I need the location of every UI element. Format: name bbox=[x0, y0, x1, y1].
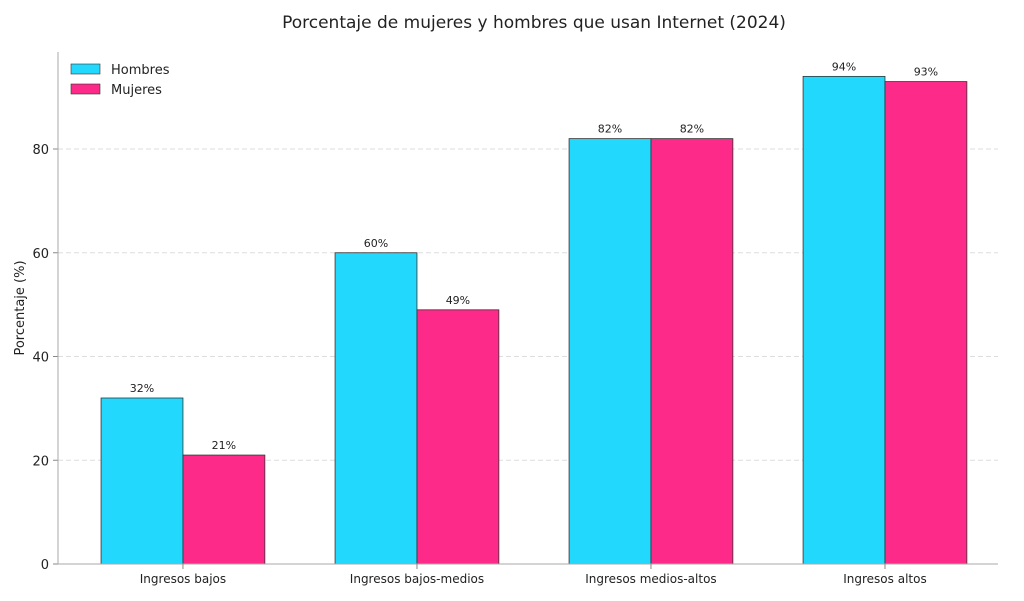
bar-mujeres bbox=[182, 454, 266, 565]
y-tick-label: 40 bbox=[32, 351, 49, 366]
legend-swatch-mujeres bbox=[70, 83, 101, 95]
data-label: 49% bbox=[446, 294, 470, 307]
x-tick-label: Ingresos medios-altos bbox=[585, 572, 716, 586]
data-label: 94% bbox=[832, 60, 856, 73]
legend-label: Mujeres bbox=[111, 83, 162, 98]
bar-hombres bbox=[802, 75, 886, 565]
bar-hombres bbox=[100, 397, 184, 565]
bar-hombres bbox=[568, 138, 652, 565]
bar-mujeres bbox=[650, 138, 734, 565]
data-label: 32% bbox=[130, 382, 154, 395]
legend: Hombres Mujeres bbox=[70, 63, 170, 98]
y-axis-label: Porcentaje (%) bbox=[13, 260, 28, 355]
legend-label: Hombres bbox=[111, 63, 170, 78]
data-label: 93% bbox=[914, 66, 938, 79]
legend-swatch-hombres bbox=[70, 63, 101, 75]
data-label: 21% bbox=[212, 439, 236, 452]
x-tick-label: Ingresos bajos-medios bbox=[350, 572, 484, 586]
x-tick-label: Ingresos bajos bbox=[140, 572, 226, 586]
chart-title: Porcentaje de mujeres y hombres que usan… bbox=[282, 13, 786, 33]
bar-hombres bbox=[334, 252, 418, 565]
x-tick-label: Ingresos altos bbox=[843, 572, 926, 586]
y-tick-label: 0 bbox=[41, 558, 49, 573]
y-tick-label: 20 bbox=[32, 454, 49, 469]
data-label: 82% bbox=[598, 123, 622, 136]
data-label: 82% bbox=[680, 123, 704, 136]
y-tick-label: 80 bbox=[32, 143, 49, 158]
bar-mujeres bbox=[416, 309, 500, 565]
bar-mujeres bbox=[884, 81, 968, 565]
data-label: 60% bbox=[364, 237, 388, 250]
y-tick-label: 60 bbox=[32, 247, 49, 262]
